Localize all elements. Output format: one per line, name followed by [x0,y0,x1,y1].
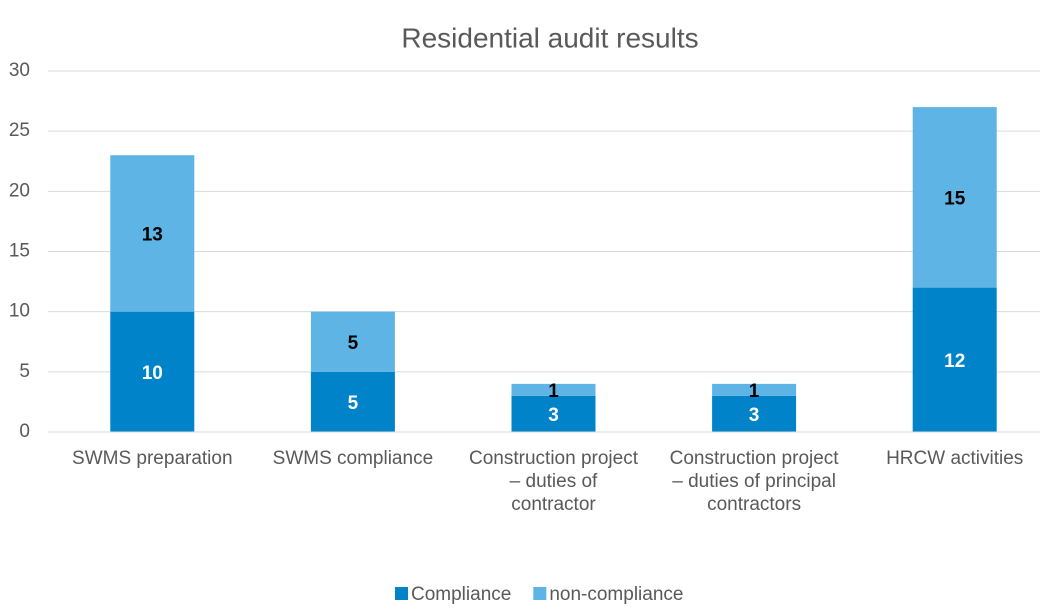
legend-label: Compliance [411,584,511,605]
bar-segment [110,155,195,312]
data-label: 3 [749,405,760,426]
y-tick-label: 0 [19,421,30,442]
x-tick-label: SWMS compliance [272,448,434,469]
x-tick-label: Construction project – duties of contrac… [469,448,638,515]
data-label: 13 [142,224,163,245]
data-label: 5 [348,333,359,354]
bar-segment [110,311,195,432]
bar-segment [310,371,395,432]
legend-label: non-compliance [549,584,683,605]
data-label: 5 [348,393,359,414]
data-label: 12 [944,351,965,372]
y-tick-label: 25 [9,120,30,141]
data-label: 1 [749,381,760,402]
data-label: 3 [548,405,559,426]
x-tick-label: HRCW activities [886,448,1024,469]
bar-segment [310,311,395,372]
bar-segment [511,383,596,396]
legend-swatch [395,587,408,600]
data-label: 10 [142,363,163,384]
y-tick-label: 20 [9,180,30,201]
y-tick-label: 30 [9,60,30,81]
bar-segment [712,395,797,432]
data-label: 15 [944,188,966,209]
y-tick-label: 10 [9,301,30,322]
bar-segment [712,383,797,396]
bar-segment [912,107,997,288]
bar-segment [912,287,997,432]
x-tick-label: Construction project – duties of princip… [669,448,839,515]
data-label: 1 [548,381,559,402]
legend-swatch [533,587,547,600]
x-tick-label: SWMS preparation [72,448,233,469]
y-tick-label: 5 [19,361,30,382]
chart-title: Residential audit results [401,22,698,53]
y-tick-label: 15 [9,241,30,262]
bar-segment [511,395,596,432]
